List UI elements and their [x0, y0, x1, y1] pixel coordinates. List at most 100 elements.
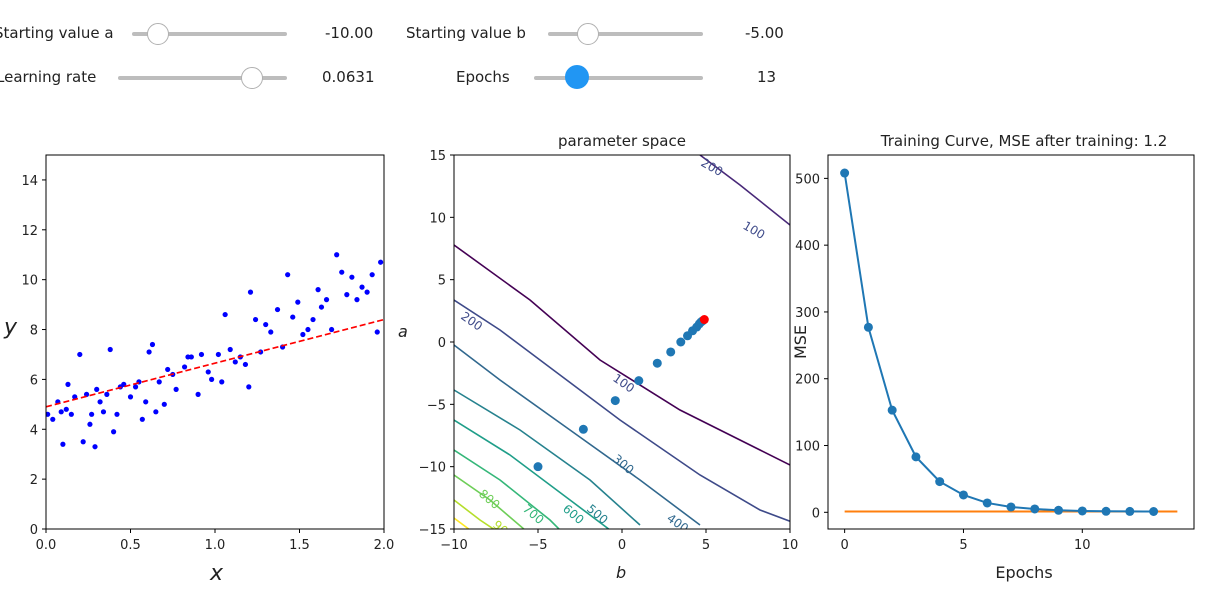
starting-a-label: Starting value a: [0, 24, 114, 42]
path-point: [634, 376, 644, 386]
y-tick-label: 2: [30, 473, 38, 488]
y-tick-label: 0: [438, 336, 446, 351]
data-point: [77, 351, 83, 358]
path-point: [652, 358, 662, 368]
data-point: [300, 331, 306, 338]
data-point: [305, 326, 311, 333]
contour-label: 100: [610, 371, 637, 396]
data-point: [247, 289, 254, 295]
data-point: [58, 409, 64, 415]
contour-line: [699, 155, 790, 226]
parameter-space-title: parameter space: [558, 132, 686, 150]
data-point: [68, 411, 74, 417]
data-point: [268, 329, 274, 335]
starting-a-handle[interactable]: [147, 23, 169, 45]
contour-label: 500: [584, 502, 611, 527]
starting-b-handle[interactable]: [577, 23, 599, 45]
data-point: [46, 411, 51, 417]
starting-b-value: -5.00: [745, 24, 784, 42]
starting-a-value: -10.00: [325, 24, 374, 42]
epochs-label: Epochs: [456, 68, 510, 86]
data-point: [153, 409, 159, 415]
data-point: [114, 411, 120, 417]
starting-a-track[interactable]: [132, 32, 287, 36]
data-point: [100, 409, 107, 415]
gradient-path: [533, 315, 709, 472]
y-tick-label: 200: [795, 373, 820, 388]
data-point: [334, 252, 340, 258]
plot-frame: [827, 154, 1195, 530]
parameter-space-chart: parameter space a b 20010020010030050060…: [398, 132, 799, 582]
training-point: [840, 168, 850, 178]
data-point: [215, 351, 221, 358]
y-tick-label: 100: [795, 440, 820, 455]
y-tick-label: 400: [795, 239, 820, 254]
training-curve-line: [843, 172, 1154, 513]
data-point: [364, 289, 370, 295]
x-tick-label: 0: [618, 538, 626, 553]
training-point: [1006, 502, 1016, 512]
scatter-points: [46, 252, 384, 450]
contour-label: 100: [741, 218, 768, 242]
data-point: [222, 311, 228, 318]
epochs-track[interactable]: [534, 76, 703, 80]
training-point: [958, 490, 968, 500]
data-point: [318, 304, 325, 310]
y-tick-label: 14: [21, 174, 38, 189]
starting-b-label: Starting value b: [406, 24, 526, 42]
training-curve-title: Training Curve, MSE after training: 1.2: [880, 132, 1168, 150]
contour-label: 900: [490, 518, 517, 543]
data-point: [107, 346, 113, 353]
data-point: [181, 364, 188, 370]
data-point: [104, 391, 110, 397]
x-tick-label: 10: [782, 538, 799, 553]
y-tick-label: 15: [429, 149, 446, 164]
training-point: [1054, 505, 1064, 515]
data-point: [198, 351, 205, 358]
epochs-axis-label: Epochs: [995, 563, 1052, 582]
data-point: [285, 272, 291, 278]
starting-b-track[interactable]: [548, 32, 703, 36]
y-tick-label: 0: [812, 506, 820, 521]
data-point: [161, 401, 167, 407]
data-point: [378, 259, 384, 265]
learning-rate-track[interactable]: [118, 76, 287, 80]
data-point: [72, 394, 78, 400]
final-point: [699, 315, 709, 325]
contour-label: 200: [458, 309, 485, 334]
path-point: [533, 462, 543, 472]
x-axis-label: x: [209, 561, 224, 586]
y-tick-label: −5: [427, 398, 446, 413]
data-point: [310, 316, 316, 323]
training-point: [935, 477, 945, 487]
contour-line: [454, 244, 790, 466]
x-tick-label: 0: [840, 538, 848, 553]
path-point: [610, 396, 620, 406]
contour-line: [454, 419, 610, 529]
data-point: [274, 306, 281, 313]
epochs-handle[interactable]: [565, 65, 589, 89]
y-tick-label: 0: [30, 523, 38, 538]
data-point: [132, 384, 139, 390]
data-point: [242, 361, 249, 368]
data-point: [149, 341, 156, 348]
data-point: [339, 269, 345, 275]
data-point: [165, 366, 171, 373]
learning-rate-handle[interactable]: [241, 67, 263, 89]
b-axis-label: b: [616, 563, 626, 582]
data-point: [209, 376, 215, 382]
data-point: [246, 384, 252, 390]
data-point: [94, 386, 100, 392]
x-tick-label: 5: [959, 538, 967, 553]
data-point: [290, 314, 296, 320]
data-point: [111, 429, 117, 435]
y-tick-label: 5: [438, 274, 446, 289]
contour-line: [454, 474, 526, 529]
data-point: [92, 444, 98, 450]
data-point: [349, 274, 355, 280]
contour-line: [454, 517, 470, 529]
x-tick-label: 10: [1074, 538, 1091, 553]
data-point: [156, 379, 162, 385]
y-tick-label: −10: [419, 461, 446, 476]
